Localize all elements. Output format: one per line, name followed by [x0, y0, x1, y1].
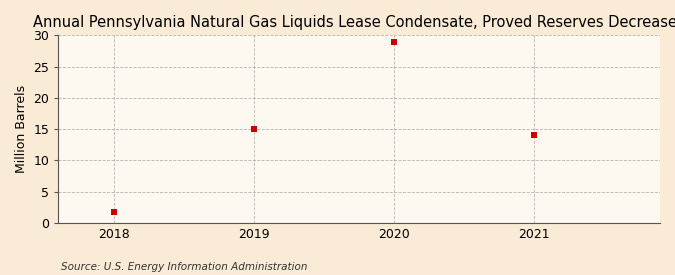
Point: [109, 210, 120, 214]
Text: Source: U.S. Energy Information Administration: Source: U.S. Energy Information Administ…: [61, 262, 307, 272]
Point: [529, 133, 539, 138]
Title: Annual Pennsylvania Natural Gas Liquids Lease Condensate, Proved Reserves Decrea: Annual Pennsylvania Natural Gas Liquids …: [33, 15, 675, 30]
Y-axis label: Million Barrels: Million Barrels: [15, 85, 28, 173]
Point: [389, 39, 400, 44]
Point: [249, 127, 260, 131]
